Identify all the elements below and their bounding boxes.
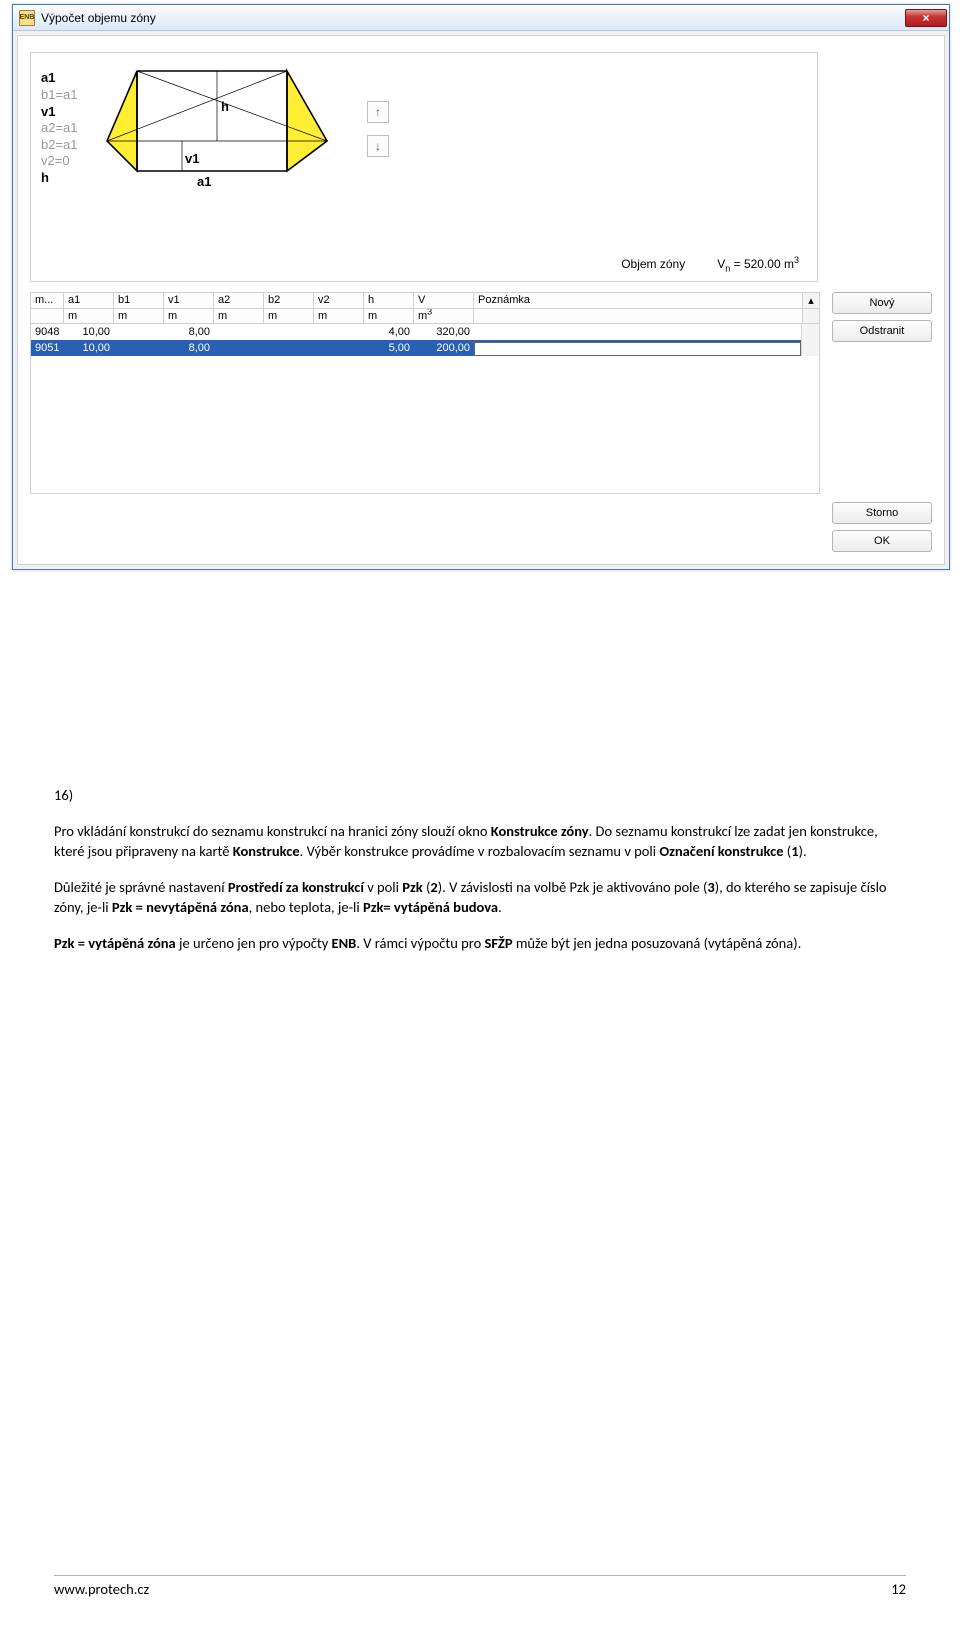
shape-prev-button[interactable]: ↑ (367, 101, 389, 123)
title-bar[interactable]: ENB Výpočet objemu zóny × (13, 5, 949, 31)
cancel-button[interactable]: Storno (832, 502, 932, 524)
page-footer: www.protech.cz 12 (54, 1575, 906, 1598)
step-number: 16) (54, 785, 906, 805)
app-icon: ENB (19, 10, 35, 26)
shape-next-button[interactable]: ↓ (367, 135, 389, 157)
new-button[interactable]: Nový (832, 292, 932, 314)
document-body: 16) Pro vkládání konstrukcí do seznamu k… (54, 785, 906, 953)
client-area: a1b1=a1v1a2=a1b2=a1v2=0h h v1 a1 ↑ ↓ Objem… (17, 35, 945, 565)
table-row[interactable]: 905110,008,005,00200,00 (31, 340, 819, 356)
window-title: Výpočet objemu zóny (41, 11, 156, 25)
diagram-panel: a1b1=a1v1a2=a1b2=a1v2=0h h v1 a1 ↑ ↓ Objem… (30, 52, 818, 282)
data-grid[interactable]: m...a1b1v1a2b2v2hVPoznámka▴ mmmmmmmm3 90… (30, 292, 820, 494)
param-labels: a1b1=a1v1a2=a1b2=a1v2=0h (41, 70, 97, 186)
shape-diagram: h v1 a1 (97, 61, 349, 196)
volume-readout: Objem zóny Vn = 520.00 m3 (621, 257, 799, 271)
svg-text:v1: v1 (185, 151, 199, 166)
dialog-window: ENB Výpočet objemu zóny × a1b1=a1v1a2=a1… (12, 4, 950, 570)
remove-button[interactable]: Odstranit (832, 320, 932, 342)
svg-text:a1: a1 (197, 174, 211, 189)
footer-page: 12 (891, 1580, 906, 1598)
close-button[interactable]: × (905, 9, 947, 27)
footer-site: www.protech.cz (54, 1580, 149, 1598)
svg-text:h: h (221, 99, 229, 114)
volume-label: Objem zóny (621, 257, 685, 271)
ok-button[interactable]: OK (832, 530, 932, 552)
table-row[interactable]: 904810,008,004,00320,00 (31, 324, 819, 340)
volume-value: 520.00 (744, 257, 781, 271)
